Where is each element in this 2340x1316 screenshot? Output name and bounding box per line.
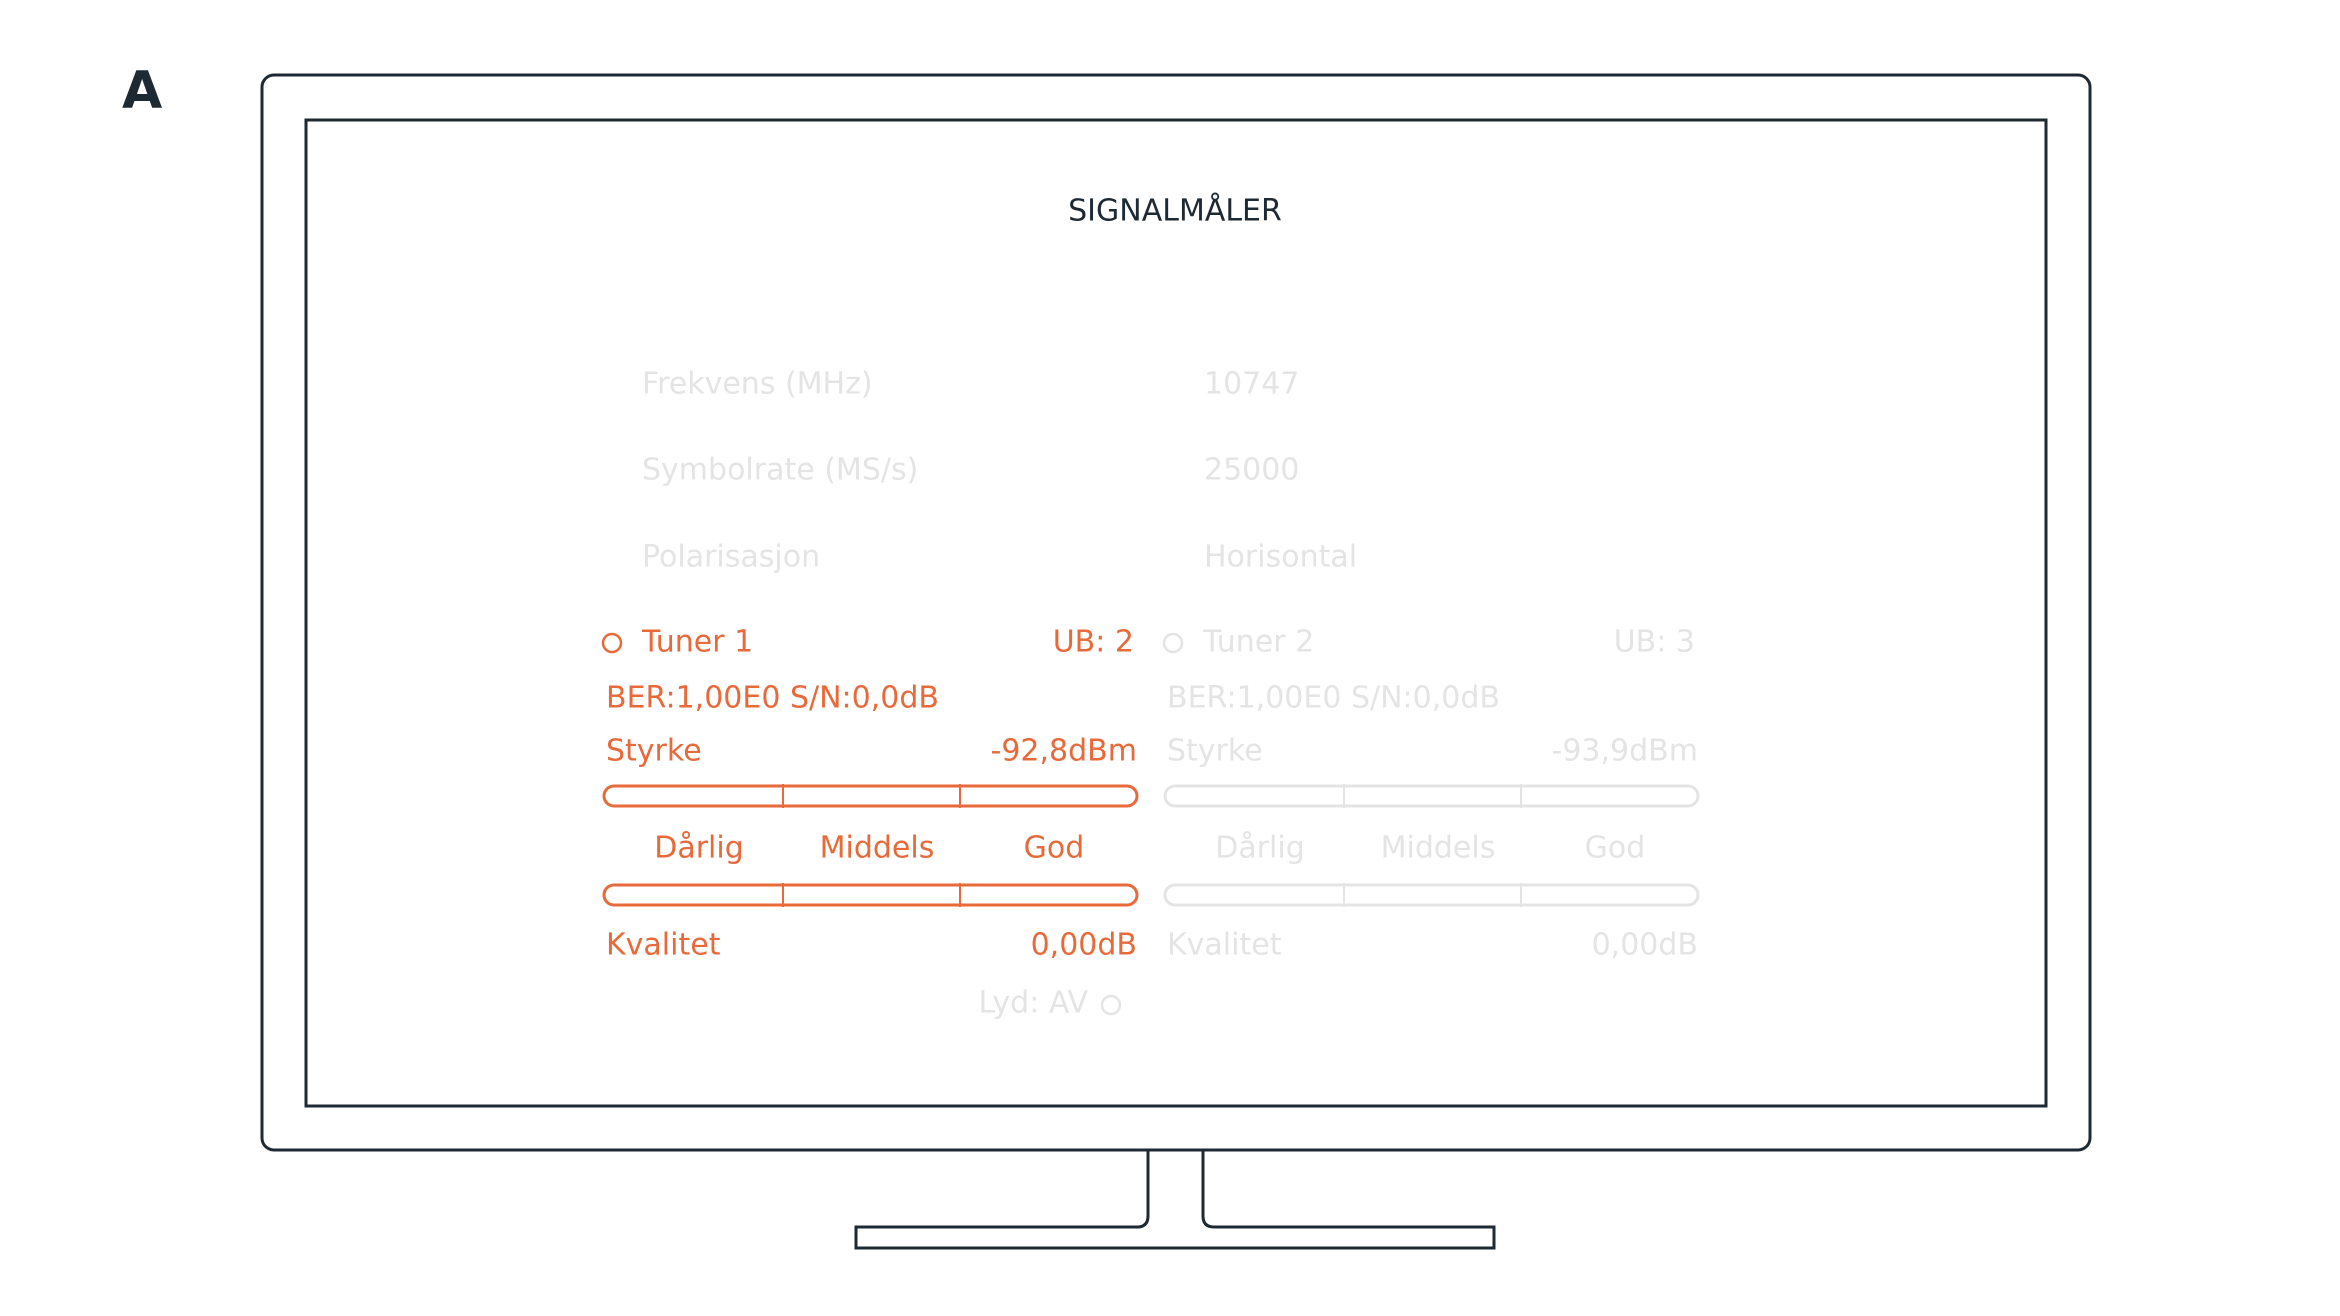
audio-label: Lyd: AV [978,986,1088,1021]
strength-label: Styrke [606,734,702,769]
quality-bar [602,883,1139,907]
tuner-ber: BER:1,00E0 S/N:0,0dB [606,681,939,716]
scale-label: Dårlig [654,831,744,866]
tuner-ub: UB: 3 [1614,625,1695,660]
tv-screen [304,118,2048,1108]
info-label: Polarisasjon [642,540,820,575]
info-label: Frekvens (MHz) [642,367,873,402]
tv-frame [260,73,2092,1152]
tuner-name: Tuner 1 [641,625,753,660]
scale-label: God [1024,831,1085,866]
strength-bar [602,784,1139,808]
tuner-radio [1162,632,1184,654]
strength-bar [1163,784,1700,808]
strength-value: -92,8dBm [991,734,1137,769]
strength-value: -93,9dBm [1552,734,1698,769]
screen-title: SIGNALMÅLER [1068,193,1282,229]
scale-label: Middels [820,831,935,866]
tuner-ub: UB: 2 [1053,625,1134,660]
info-value: Horisontal [1204,540,1357,575]
tuner-radio [601,632,623,654]
quality-value: 0,00dB [1031,928,1137,963]
content: Frekvens (MHz) 10747 Symbolrate (MS/s) 2500… [601,367,1700,1021]
audio-radio [1100,994,1122,1016]
quality-value: 0,00dB [1592,928,1698,963]
quality-bar [1163,883,1700,907]
scale-label: Middels [1381,831,1496,866]
tuner-ber: BER:1,00E0 S/N:0,0dB [1167,681,1500,716]
quality-label: Kvalitet [1167,928,1282,963]
scale-label: Dårlig [1215,831,1305,866]
tv-stand [854,1150,1496,1250]
scale-label: God [1585,831,1646,866]
info-value: 25000 [1204,453,1299,488]
figure-label: A [122,61,162,121]
tuner-name: Tuner 2 [1202,625,1314,660]
info-label: Symbolrate (MS/s) [642,453,918,488]
quality-label: Kvalitet [606,928,721,963]
info-value: 10747 [1204,367,1299,402]
strength-label: Styrke [1167,734,1263,769]
